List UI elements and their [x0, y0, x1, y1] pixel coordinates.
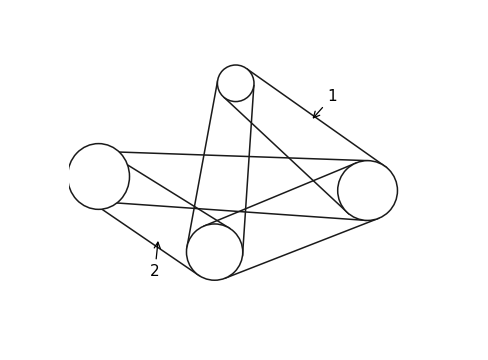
Ellipse shape: [67, 144, 129, 210]
Circle shape: [186, 224, 242, 280]
Text: 1: 1: [313, 89, 336, 118]
Circle shape: [217, 65, 253, 102]
Text: 2: 2: [150, 242, 160, 279]
Circle shape: [337, 161, 397, 220]
